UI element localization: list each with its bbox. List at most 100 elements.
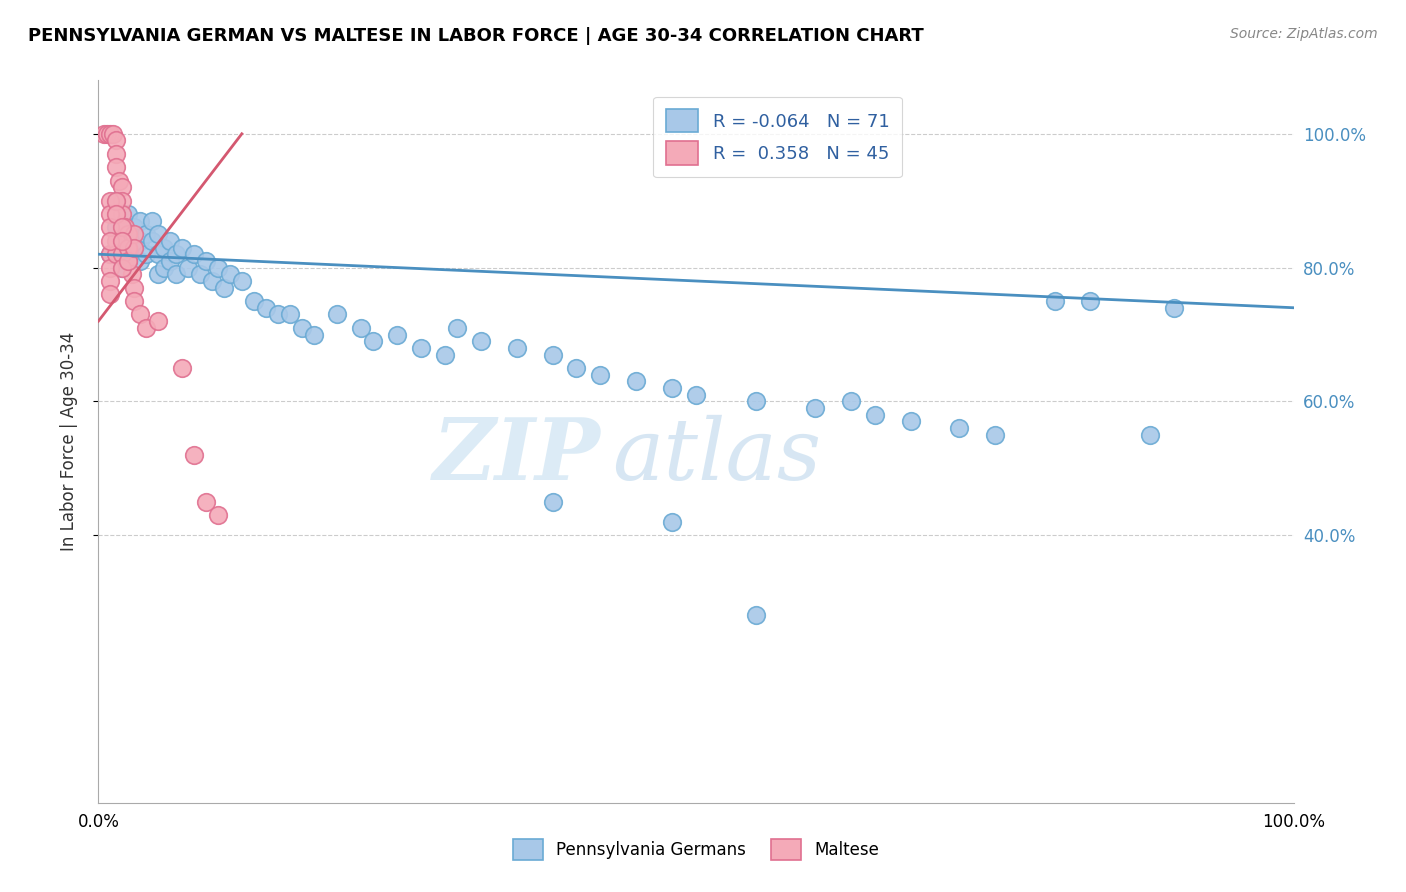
Point [159, 234, 181, 248]
Point [291, 321, 314, 335]
Point [541, 348, 564, 362]
Point [98, 260, 122, 275]
Point [111, 234, 134, 248]
Point [195, 254, 218, 268]
Point [111, 260, 134, 275]
Point [98, 207, 122, 221]
Point [1139, 427, 1161, 442]
Point [385, 327, 409, 342]
Point [841, 394, 863, 409]
Point [117, 254, 139, 268]
Point [804, 401, 827, 416]
Point [243, 293, 266, 308]
Point [470, 334, 492, 349]
Point [411, 341, 433, 355]
Point [105, 161, 128, 175]
Point [172, 241, 194, 255]
Point [105, 207, 128, 221]
Point [98, 220, 122, 235]
Point [745, 608, 768, 623]
Point [96, 127, 118, 141]
Point [111, 260, 134, 275]
Point [111, 220, 134, 235]
Point [1163, 301, 1185, 315]
Point [661, 381, 683, 395]
Point [183, 448, 205, 462]
Point [148, 227, 170, 242]
Point [124, 293, 146, 308]
Point [165, 247, 187, 261]
Point [111, 234, 134, 248]
Point [98, 194, 122, 208]
Point [98, 247, 122, 261]
Point [111, 207, 134, 221]
Point [135, 227, 157, 242]
Point [900, 414, 922, 428]
Point [117, 254, 139, 268]
Point [129, 213, 152, 227]
Point [183, 247, 205, 261]
Point [350, 321, 373, 335]
Point [141, 213, 163, 227]
Point [105, 234, 128, 248]
Point [135, 321, 157, 335]
Point [195, 494, 218, 508]
Point [865, 408, 887, 422]
Point [117, 241, 139, 255]
Point [111, 194, 134, 208]
Point [541, 494, 564, 508]
Point [231, 274, 253, 288]
Point [105, 220, 128, 235]
Text: atlas: atlas [613, 415, 821, 498]
Point [165, 268, 187, 282]
Point [506, 341, 529, 355]
Point [105, 194, 128, 208]
Point [207, 508, 229, 523]
Point [363, 334, 385, 349]
Point [117, 227, 139, 242]
Point [254, 301, 277, 315]
Point [105, 133, 128, 147]
Point [148, 247, 170, 261]
Point [135, 247, 157, 261]
Point [446, 321, 468, 335]
Point [326, 307, 349, 322]
Point [685, 387, 707, 401]
Point [278, 307, 301, 322]
Text: ZIP: ZIP [433, 414, 600, 498]
Point [219, 268, 242, 282]
Point [105, 194, 128, 208]
Point [302, 327, 325, 342]
Point [948, 421, 970, 435]
Point [129, 234, 152, 248]
Point [212, 281, 235, 295]
Point [117, 207, 139, 221]
Point [124, 281, 146, 295]
Point [267, 307, 290, 322]
Point [124, 227, 146, 242]
Point [117, 247, 139, 261]
Point [177, 260, 200, 275]
Point [107, 173, 129, 188]
Point [153, 241, 176, 255]
Point [129, 307, 152, 322]
Point [117, 241, 139, 255]
Legend: Pennsylvania Germans, Maltese: Pennsylvania Germans, Maltese [506, 832, 886, 867]
Point [201, 274, 224, 288]
Point [93, 127, 115, 141]
Point [188, 268, 211, 282]
Point [207, 260, 229, 275]
Point [105, 247, 128, 261]
Text: PENNSYLVANIA GERMAN VS MALTESE IN LABOR FORCE | AGE 30-34 CORRELATION CHART: PENNSYLVANIA GERMAN VS MALTESE IN LABOR … [28, 27, 924, 45]
Point [105, 146, 128, 161]
Point [434, 348, 457, 362]
Point [626, 375, 648, 389]
Point [1080, 293, 1102, 308]
Point [124, 241, 146, 255]
Point [101, 127, 124, 141]
Point [141, 234, 163, 248]
Point [589, 368, 612, 382]
Point [984, 427, 1007, 442]
Point [153, 260, 176, 275]
Point [124, 220, 146, 235]
